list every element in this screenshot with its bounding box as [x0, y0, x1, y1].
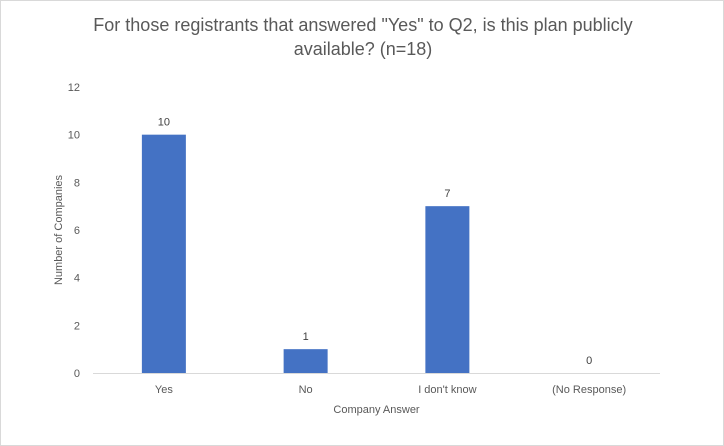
chart-title: For those registrants that answered "Yes…: [93, 15, 633, 59]
data-label: 0: [586, 355, 592, 367]
y-tick-label: 2: [74, 320, 80, 332]
y-tick-label: 6: [74, 225, 80, 237]
x-tick-label: (No Response): [552, 384, 626, 396]
bar: [425, 206, 470, 373]
y-axis-title: Number of Companies: [53, 174, 65, 285]
x-tick-label: Yes: [155, 384, 173, 396]
y-axis-ticks: 0 2 4 6 8 10 12: [68, 82, 80, 380]
y-tick-label: 4: [74, 273, 80, 285]
bar: [283, 349, 328, 373]
x-tick-label: I don't know: [418, 384, 476, 396]
y-tick-label: 0: [74, 368, 80, 380]
data-labels: 10 1 7 0: [158, 117, 592, 367]
x-axis-ticks: Yes No I don't know (No Response): [155, 384, 626, 396]
x-tick-label: No: [299, 384, 313, 396]
x-axis-title: Company Answer: [333, 404, 420, 416]
bars: [141, 134, 470, 373]
y-tick-label: 12: [68, 82, 80, 94]
data-label: 7: [444, 188, 450, 200]
y-tick-label: 10: [68, 130, 80, 142]
y-tick-label: 8: [74, 177, 80, 189]
data-label: 10: [158, 117, 170, 129]
bar: [141, 134, 186, 373]
data-label: 1: [303, 331, 309, 343]
